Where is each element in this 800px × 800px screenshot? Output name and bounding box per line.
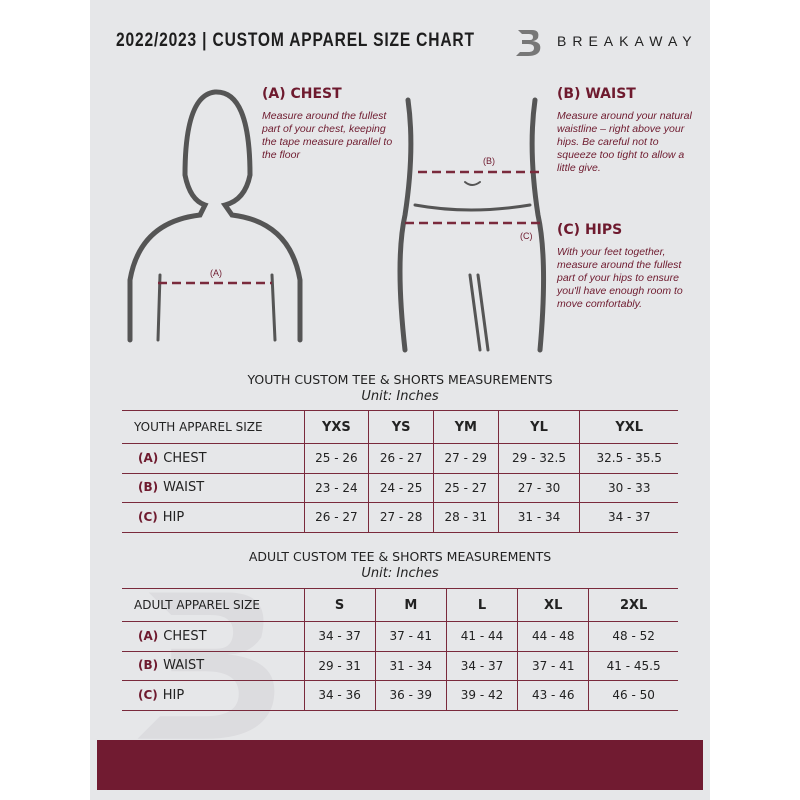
table-cell: 24 - 25 [368, 472, 434, 503]
table-cell: 43 - 46 [517, 680, 589, 711]
table-row: (B) WAIST 23 - 24 24 - 25 25 - 27 27 - 30 30 -… [122, 472, 678, 503]
table-cell: 27 - 28 [368, 502, 434, 533]
row-label: (B) WAIST [122, 650, 304, 681]
youth-size-table: YOUTH APPAREL SIZE YXS YS YM YL YXL (A) C… [122, 410, 678, 533]
table-cell: 25 - 26 [303, 443, 369, 474]
row-measure: HIP [162, 687, 185, 703]
row-measure: HIP [162, 509, 185, 525]
table-cell: 44 - 48 [517, 621, 589, 652]
size-col: L [445, 588, 518, 622]
row-label: (C) HIP [122, 502, 304, 533]
size-col: YXS [303, 410, 369, 444]
size-col: 2XL [588, 588, 678, 622]
waist-heading: (B) WAIST [557, 86, 636, 102]
size-col: YS [368, 410, 434, 444]
size-col: YXL [579, 410, 678, 444]
upper-body-figure [127, 89, 303, 343]
hips-heading: (C) HIPS [557, 222, 623, 238]
hips-marker: (C) [520, 231, 533, 241]
row-measure: CHEST [163, 628, 207, 644]
row-label: (C) HIP [122, 680, 304, 711]
table-cell: 25 - 27 [432, 472, 499, 503]
size-col: S [303, 588, 376, 622]
row-letter: (B) [138, 658, 159, 673]
table-cell: 29 - 31 [303, 650, 376, 681]
table-cell: 34 - 37 [445, 650, 518, 681]
chest-marker: (A) [210, 268, 222, 278]
table-cell: 37 - 41 [374, 621, 447, 652]
table-cell: 48 - 52 [588, 621, 678, 652]
table-cell: 34 - 37 [303, 621, 376, 652]
table-cell: 46 - 50 [588, 680, 678, 711]
adult-table-title: ADULT CUSTOM TEE & SHORTS MEASUREMENTS [248, 549, 552, 564]
waist-marker: (B) [483, 156, 495, 166]
row-label: (A) CHEST [122, 443, 304, 474]
row-measure: CHEST [163, 450, 207, 466]
table-cell: 39 - 42 [445, 680, 518, 711]
table-header-row: YOUTH APPAREL SIZE YXS YS YM YL YXL [122, 410, 678, 444]
table-cell: 27 - 30 [497, 472, 580, 503]
adult-unit: Unit: Inches [361, 566, 439, 581]
table-cell: 34 - 37 [579, 502, 678, 533]
table-row: (A) CHEST 34 - 37 37 - 41 41 - 44 44 - 48 48 -… [122, 621, 678, 652]
table-cell: 37 - 41 [517, 650, 589, 681]
row-measure: WAIST [163, 480, 205, 496]
body-illustrations [127, 89, 547, 353]
table-cell: 29 - 32.5 [497, 443, 580, 474]
youth-size-header: YOUTH APPAREL SIZE [122, 410, 304, 444]
size-col: YL [497, 410, 580, 444]
lower-body-figure [397, 97, 547, 353]
table-row: (A) CHEST 25 - 26 26 - 27 27 - 29 29 - 32.5 32… [122, 443, 678, 474]
waist-description: Measure around your natural waistline – … [557, 110, 692, 174]
row-letter: (C) [138, 687, 158, 702]
table-cell: 30 - 33 [579, 472, 678, 503]
page-title: 2022/2023 | CUSTOM APPAREL SIZE CHART [116, 30, 475, 51]
row-letter: (A) [138, 628, 159, 643]
table-cell: 28 - 31 [432, 502, 499, 533]
table-cell: 41 - 45.5 [588, 650, 678, 681]
row-label: (B) WAIST [122, 472, 304, 503]
hips-description: With your feet together, measure around … [557, 246, 683, 310]
table-row: (B) WAIST 29 - 31 31 - 34 34 - 37 37 - 41 41 -… [122, 650, 678, 681]
size-col: M [374, 588, 447, 622]
table-cell: 36 - 39 [374, 680, 447, 711]
table-row: (C) HIP 26 - 27 27 - 28 28 - 31 31 - 34 34 - 3… [122, 502, 678, 533]
row-letter: (C) [138, 509, 158, 524]
chest-description: Measure around the fullest part of your … [262, 110, 393, 161]
table-header-row: ADULT APPAREL SIZE S M L XL 2XL [122, 588, 678, 622]
youth-table-title: YOUTH CUSTOM TEE & SHORTS MEASUREMENTS [247, 372, 553, 387]
table-cell: 26 - 27 [303, 502, 369, 533]
table-cell: 32.5 - 35.5 [579, 443, 678, 474]
footer-band [97, 740, 703, 790]
table-cell: 26 - 27 [368, 443, 434, 474]
table-cell: 34 - 36 [303, 680, 376, 711]
table-cell: 27 - 29 [432, 443, 499, 474]
adult-size-table: ADULT APPAREL SIZE S M L XL 2XL (A) CHEST… [122, 588, 678, 711]
table-row: (C) HIP 34 - 36 36 - 39 39 - 42 43 - 46 46 - 5… [122, 680, 678, 711]
row-measure: WAIST [163, 658, 205, 674]
brand-logo-icon [516, 30, 541, 56]
youth-unit: Unit: Inches [361, 389, 439, 404]
size-col: XL [517, 588, 589, 622]
table-cell: 31 - 34 [497, 502, 580, 533]
size-col: YM [432, 410, 499, 444]
table-cell: 23 - 24 [303, 472, 369, 503]
row-letter: (B) [138, 480, 159, 495]
table-cell: 41 - 44 [445, 621, 518, 652]
brand-name: BREAKAWAY [557, 33, 698, 49]
row-letter: (A) [138, 450, 159, 465]
row-label: (A) CHEST [122, 621, 304, 652]
table-cell: 31 - 34 [374, 650, 447, 681]
chest-heading: (A) CHEST [262, 86, 342, 102]
adult-size-header: ADULT APPAREL SIZE [122, 588, 304, 622]
